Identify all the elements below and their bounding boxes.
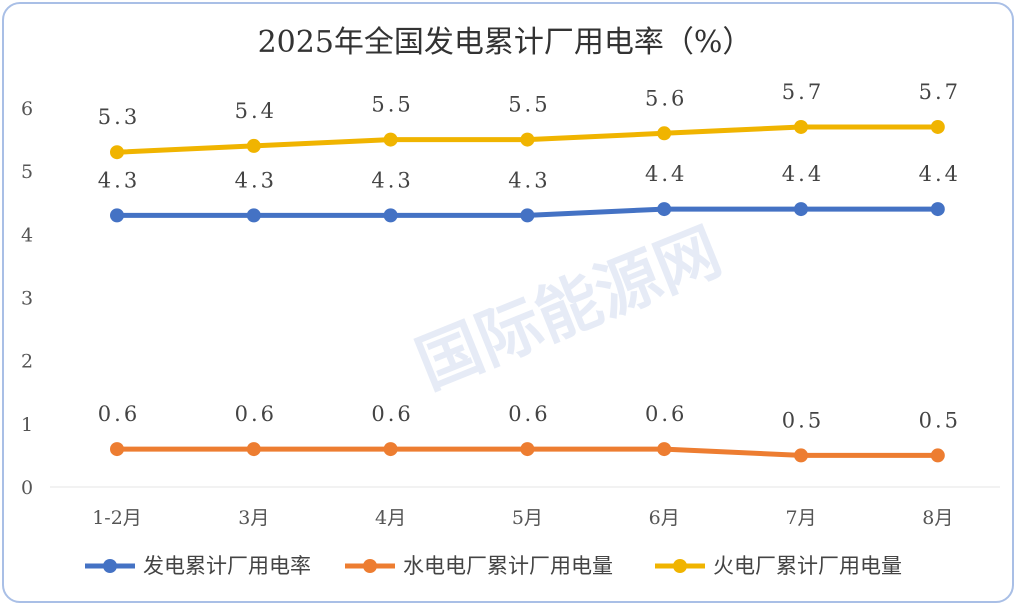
y-tick-label: 4: [21, 224, 33, 246]
data-label: 4.3: [235, 168, 277, 192]
data-label: 5.5: [508, 93, 550, 117]
data-point: [246, 138, 261, 153]
data-label: 4.4: [645, 162, 687, 186]
data-label: 0.6: [371, 402, 413, 426]
legend-marker: [363, 559, 377, 573]
data-point: [110, 145, 124, 160]
data-point: [246, 442, 261, 457]
data-label: 0.5: [782, 408, 824, 432]
legend-marker: [673, 559, 687, 573]
data-point: [930, 448, 945, 463]
data-label: 0.6: [645, 402, 687, 426]
data-label: 0.6: [508, 402, 550, 426]
y-tick-label: 5: [21, 161, 33, 183]
x-tick-label: 8月: [922, 507, 953, 529]
data-label: 4.3: [508, 168, 550, 192]
chart-title: 2025年全国发电累计厂用电率（%）: [258, 25, 753, 60]
y-tick-label: 3: [21, 288, 33, 310]
data-label: 5.7: [782, 80, 824, 104]
data-point: [246, 208, 261, 223]
data-point: [794, 448, 808, 463]
data-label: 4.4: [919, 162, 961, 186]
data-point: [657, 126, 672, 141]
data-point: [794, 119, 808, 134]
data-point: [383, 132, 398, 147]
x-tick-label: 1-2月: [92, 507, 142, 529]
data-point: [520, 442, 535, 457]
x-tick-label: 3月: [238, 507, 269, 529]
legend-marker: [103, 559, 117, 573]
x-tick-label: 6月: [649, 507, 680, 529]
y-tick-label: 6: [21, 98, 33, 120]
data-point: [794, 202, 808, 217]
series-2: 5.3 5.4 5.5 5.5 5.6 5.7 5.7: [98, 80, 961, 160]
y-tick-label: 2: [21, 351, 33, 373]
y-tick-label: 0: [21, 477, 33, 499]
data-point: [930, 119, 945, 134]
legend-item: 水电电厂累计厂用电量: [345, 554, 613, 578]
data-point: [930, 202, 945, 217]
x-tick-label: 4月: [375, 507, 406, 529]
data-label: 4.3: [371, 168, 413, 192]
legend-label: 发电累计厂用电率: [143, 554, 311, 578]
legend-item: 火电厂累计厂用电量: [655, 554, 902, 578]
x-tick-label: 7月: [785, 507, 816, 529]
data-label: 4.3: [98, 168, 140, 192]
data-point: [383, 208, 398, 223]
series-1: 0.6 0.6 0.6 0.6 0.6 0.5 0.5: [98, 402, 961, 463]
series-0: 4.3 4.3 4.3 4.3 4.4 4.4 4.4: [98, 162, 961, 223]
x-tick-label: 5月: [512, 507, 543, 529]
data-label: 5.4: [235, 99, 277, 123]
data-point: [383, 442, 398, 457]
data-label: 0.5: [919, 408, 961, 432]
data-label: 5.3: [98, 105, 140, 129]
legend-label: 水电电厂累计厂用电量: [403, 554, 613, 578]
data-label: 5.7: [919, 80, 961, 104]
data-label: 0.6: [235, 402, 277, 426]
data-label: 0.6: [98, 402, 140, 426]
data-point: [520, 132, 535, 147]
legend-item: 发电累计厂用电率: [85, 554, 311, 578]
data-point: [520, 208, 535, 223]
data-point: [657, 202, 672, 217]
data-point: [110, 208, 124, 223]
data-label: 5.6: [645, 86, 687, 110]
y-tick-label: 1: [21, 414, 33, 436]
data-point: [657, 442, 672, 457]
data-label: 5.5: [371, 93, 413, 117]
legend-label: 火电厂累计厂用电量: [713, 554, 902, 578]
watermark-logo: 国际能源网: [406, 214, 731, 403]
data-point: [110, 442, 124, 457]
data-label: 4.4: [782, 162, 824, 186]
